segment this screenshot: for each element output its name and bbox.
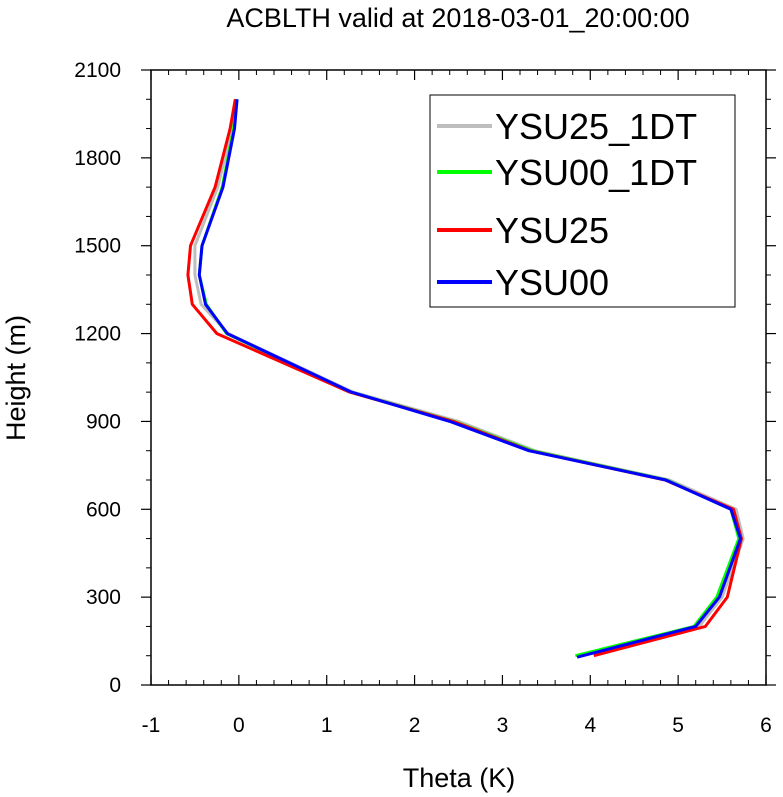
- y-tick-label: 300: [86, 586, 121, 609]
- legend-label: YSU25_1DT: [495, 106, 697, 147]
- plot-frame: [150, 69, 767, 686]
- x-tick-label: 1: [321, 714, 333, 737]
- y-tick-label: 900: [86, 410, 121, 433]
- y-tick-label: 1800: [74, 147, 121, 170]
- chart-title: ACBLTH valid at 2018-03-01_20:00:00: [226, 3, 689, 33]
- series-layer: [186, 99, 745, 659]
- y-axis-label: Height (m): [1, 315, 31, 441]
- y-tick-label: 2100: [74, 59, 121, 82]
- x-tick-label: -1: [142, 714, 161, 737]
- series-line-ysu00: [197, 99, 742, 659]
- legend: YSU25_1DT YSU00_1DT YSU25 YSU00: [429, 94, 736, 308]
- legend-label: YSU25: [495, 210, 609, 251]
- x-tick-label: 4: [584, 714, 596, 737]
- x-tick-label: 0: [233, 714, 245, 737]
- x-tick-label: 2: [409, 714, 421, 737]
- legend-label: YSU00_1DT: [495, 152, 697, 193]
- legend-label: YSU00: [495, 262, 609, 303]
- x-tick-label: 5: [672, 714, 684, 737]
- x-axis-label: Theta (K): [403, 763, 516, 793]
- x-tick-label: 6: [760, 714, 772, 737]
- y-tick-label: 0: [109, 674, 121, 697]
- legend-box: [429, 94, 736, 308]
- y-tick-label: 1500: [74, 235, 121, 258]
- y-tick-label: 1200: [74, 323, 121, 346]
- axis-ticks: -1 0 1 2 3 4 5 6 0 300 600 900 1200 1500 1800 2100: [74, 59, 776, 737]
- x-tick-label: 3: [497, 714, 509, 737]
- y-tick-label: 600: [86, 498, 121, 521]
